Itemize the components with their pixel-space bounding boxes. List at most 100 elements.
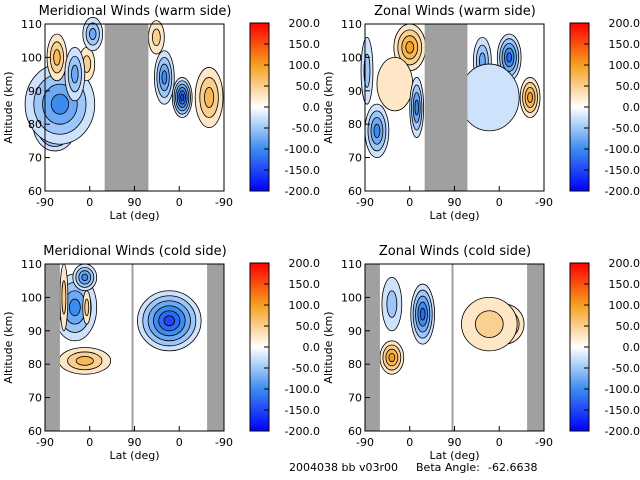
- y-axis-label: Altitude (km): [322, 311, 335, 383]
- x-tick-label: 0: [176, 436, 183, 449]
- y-tick-label: 90: [348, 85, 362, 98]
- y-tick-label: 60: [348, 425, 362, 438]
- x-tick-label: -90: [535, 436, 553, 449]
- y-tick-label: 110: [341, 18, 362, 31]
- contour-level: [180, 93, 185, 102]
- y-tick-label: 100: [21, 51, 42, 64]
- colorbar-tick-label: 200.0: [289, 17, 321, 30]
- footer-beta-label: Beta Angle:: [416, 461, 480, 474]
- colorbar-tick-label: 0.0: [303, 101, 321, 114]
- colorbar-tick-label: 200.0: [609, 257, 640, 270]
- no-data-band: [451, 264, 454, 431]
- colorbar-tick-label: 100.0: [289, 299, 321, 312]
- colorbar-tick-label: 0.0: [623, 101, 640, 114]
- contour-level: [89, 28, 97, 40]
- contour-level: [61, 280, 67, 315]
- y-axis-label: Altitude (km): [2, 71, 15, 143]
- colorbar-tick-label: -100.0: [285, 143, 320, 156]
- y-tick-label: 60: [28, 425, 42, 438]
- panel-1: Meridional Winds (warm side) 60 70 80 90 100 1…: [2, 4, 320, 222]
- y-tick-label: 70: [28, 392, 42, 405]
- colorbar-tick-label: -50.0: [292, 362, 320, 375]
- contour-level: [84, 298, 90, 317]
- contour-level: [50, 93, 70, 115]
- y-tick-label: 80: [28, 358, 42, 371]
- x-tick-label: -90: [215, 196, 233, 209]
- y-tick-label: 100: [341, 291, 362, 304]
- colorbar-tick-label: 50.0: [616, 80, 640, 93]
- colorbar-tick-label: -200.0: [605, 185, 640, 198]
- colorbar-tick-label: -150.0: [605, 404, 640, 417]
- panel-4: Zonal Winds (cold side) 60 70 80 90 100 110 -90…: [322, 244, 640, 462]
- chart-title: Zonal Winds (warm side): [374, 4, 536, 19]
- colorbar-tick-label: 150.0: [289, 278, 321, 291]
- colorbar-tick-label: 150.0: [609, 38, 640, 51]
- colorbar-tick-label: -100.0: [285, 383, 320, 396]
- x-tick-label: -90: [215, 436, 233, 449]
- contour-level: [75, 356, 94, 366]
- no-data-band: [45, 264, 60, 431]
- y-tick-label: 70: [28, 152, 42, 165]
- colorbar-tick-label: -100.0: [605, 143, 640, 156]
- y-tick-label: 70: [348, 392, 362, 405]
- contour-level: [71, 64, 79, 84]
- colorbar-tick-label: 50.0: [616, 320, 640, 333]
- contour-level: [388, 352, 396, 363]
- x-tick-label: 0: [86, 436, 93, 449]
- x-axis-label: Lat (deg): [110, 209, 160, 222]
- x-tick-label: 0: [406, 436, 413, 449]
- contour-level: [419, 307, 426, 321]
- x-tick-label: -90: [36, 196, 54, 209]
- colorbar-tick-label: -150.0: [285, 404, 320, 417]
- panel-2: Zonal Winds (warm side) 60 70 80 90 100 110 -90…: [322, 4, 640, 222]
- contour-level: [204, 87, 215, 108]
- colorbar-tick-label: -200.0: [285, 425, 320, 438]
- contour-level: [474, 310, 504, 338]
- x-tick-label: -90: [356, 436, 374, 449]
- x-tick-label: 90: [128, 436, 142, 449]
- contour-level: [386, 290, 398, 318]
- contour-level: [506, 52, 512, 63]
- x-tick-label: 90: [128, 196, 142, 209]
- colorbar-tick-label: 50.0: [296, 80, 321, 93]
- contour-level: [373, 123, 381, 138]
- colorbar-tick-label: -150.0: [605, 164, 640, 177]
- colorbar-tick-label: 150.0: [289, 38, 321, 51]
- contour-level: [53, 49, 61, 66]
- colorbar-tick-label: -200.0: [605, 425, 640, 438]
- x-tick-label: 0: [496, 196, 503, 209]
- chart-title: Meridional Winds (cold side): [43, 244, 226, 259]
- colorbar-tick-label: -150.0: [285, 164, 320, 177]
- colorbar-tick-label: 0.0: [623, 341, 640, 354]
- x-tick-label: 0: [496, 436, 503, 449]
- colorbar-tick-label: -50.0: [612, 122, 640, 135]
- y-axis-label: Altitude (km): [2, 311, 15, 383]
- contour-level: [161, 70, 168, 85]
- x-tick-label: 90: [448, 436, 462, 449]
- y-tick-label: 100: [21, 291, 42, 304]
- contour-level: [414, 99, 419, 116]
- colorbar-tick-label: 100.0: [289, 59, 321, 72]
- colorbar-tick-label: 200.0: [609, 17, 640, 30]
- chart-title: Meridional Winds (warm side): [39, 4, 232, 19]
- colorbar-tick-label: 200.0: [289, 257, 321, 270]
- y-tick-label: 90: [28, 325, 42, 338]
- colorbar-tick-label: 150.0: [609, 278, 640, 291]
- y-tick-label: 80: [28, 118, 42, 131]
- y-tick-label: 110: [21, 258, 42, 271]
- no-data-band: [527, 264, 544, 431]
- colorbar-tick-label: -50.0: [612, 362, 640, 375]
- colorbar-tick-label: -50.0: [292, 122, 320, 135]
- colorbar-tick-label: 100.0: [609, 59, 640, 72]
- footer-beta-value: -62.6638: [488, 461, 537, 474]
- no-data-band: [104, 24, 149, 191]
- colorbar-tick-label: 0.0: [303, 341, 321, 354]
- contour-level: [81, 273, 89, 282]
- y-tick-label: 110: [341, 258, 362, 271]
- y-tick-label: 60: [28, 185, 42, 198]
- contour-level: [459, 63, 520, 132]
- x-axis-label: Lat (deg): [430, 449, 480, 462]
- x-tick-label: 0: [176, 196, 183, 209]
- x-tick-label: -90: [36, 436, 54, 449]
